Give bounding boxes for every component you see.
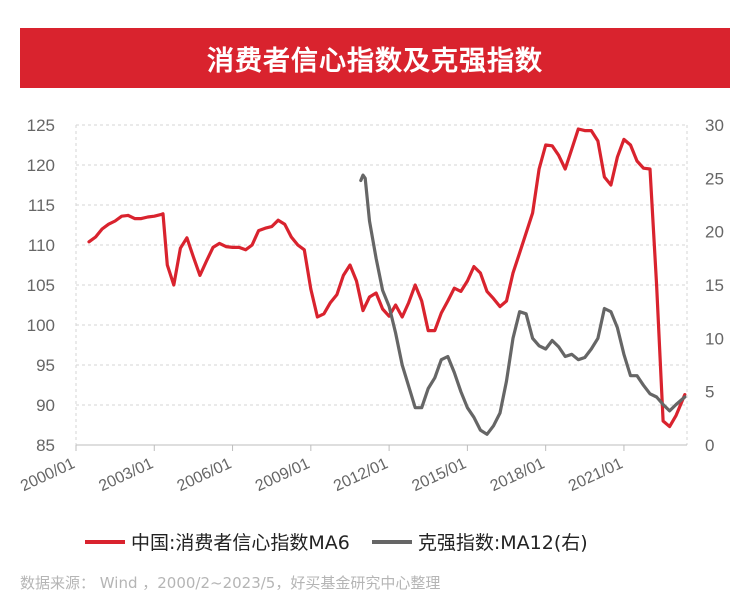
grid — [75, 124, 688, 446]
legend-item-consumer-confidence: 中国:消费者信心指数MA6 — [85, 528, 350, 555]
source-note: 数据来源： Wind ，2000/2~2023/5，好买基金研究中心整理 — [20, 574, 441, 592]
legend-label-keqiang-index: 克强指数:MA12(右) — [417, 532, 588, 554]
y-right-tick-label: 20 — [705, 223, 724, 242]
y-left-tick-label: 85 — [36, 436, 55, 455]
chart-title: 消费者信心指数及克强指数 — [20, 28, 730, 88]
legend-item-keqiang-index: 克强指数:MA12(右) — [371, 528, 588, 555]
y-left-tick-label: 110 — [28, 236, 55, 255]
x-tick-label: 2015/01 — [409, 455, 469, 495]
y-left-tick-label: 115 — [28, 196, 55, 215]
legend-swatch-red — [85, 539, 125, 544]
y-right-tick-label: 25 — [705, 169, 724, 188]
axes: 85 90 95 100 105 110 115 120 125 0 5 10 15 20 25 30 2000… — [18, 116, 724, 495]
y-left-tick-label: 105 — [27, 276, 55, 295]
y-right-tick-label: 5 — [705, 383, 714, 402]
y-left-tick-label: 90 — [36, 396, 55, 415]
y-left-tick-label: 125 — [27, 116, 55, 135]
legend-swatch-gray — [371, 539, 412, 544]
line-chart: 85 90 95 100 105 110 115 120 125 0 5 10 15 20 25 30 2000… — [18, 116, 724, 495]
y-right-tick-label: 10 — [705, 329, 724, 348]
legend-label-consumer-confidence: 中国:消费者信心指数MA6 — [131, 532, 350, 554]
x-tick-label: 2006/01 — [175, 455, 235, 495]
y-left-tick-label: 120 — [27, 156, 55, 175]
x-tick-label: 2003/01 — [96, 455, 156, 495]
series-lines — [87, 127, 687, 436]
legend: 中国:消费者信心指数MA6 克强指数:MA12(右) — [85, 528, 610, 555]
y-right-tick-label: 30 — [705, 116, 724, 135]
y-left-tick-label: 100 — [27, 316, 55, 335]
x-tick-label: 2012/01 — [331, 455, 391, 495]
series-line-keqiang-index — [359, 173, 687, 436]
x-tick-label: 2018/01 — [488, 455, 548, 495]
y-right-tick-label: 0 — [705, 436, 714, 455]
series-line-consumer-confidence — [87, 127, 687, 429]
y-left-tick-label: 95 — [36, 356, 55, 375]
y-right-tick-label: 15 — [705, 276, 724, 295]
x-tick-label: 2009/01 — [253, 455, 313, 495]
x-tick-label: 2021/01 — [566, 455, 626, 495]
x-tick-label: 2000/01 — [18, 455, 78, 495]
